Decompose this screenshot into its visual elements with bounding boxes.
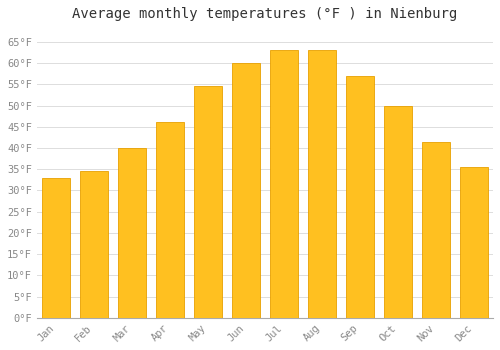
- Bar: [384, 105, 412, 318]
- Bar: [270, 50, 298, 318]
- Bar: [346, 76, 374, 318]
- Bar: [156, 122, 184, 318]
- Bar: [42, 178, 70, 318]
- Bar: [194, 86, 222, 318]
- Bar: [118, 148, 146, 318]
- Bar: [308, 50, 336, 318]
- Bar: [232, 63, 260, 318]
- Bar: [460, 167, 488, 318]
- Bar: [80, 172, 108, 318]
- Bar: [422, 142, 450, 318]
- Title: Average monthly temperatures (°F ) in Nienburg: Average monthly temperatures (°F ) in Ni…: [72, 7, 458, 21]
